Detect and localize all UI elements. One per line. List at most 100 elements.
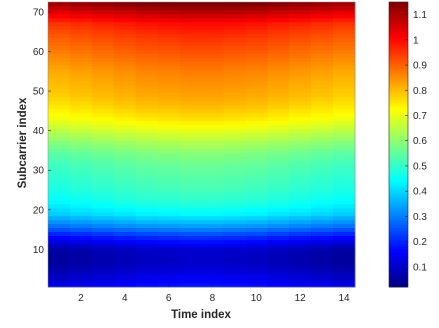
heatmap-cell bbox=[311, 279, 334, 284]
heatmap-cell bbox=[179, 160, 202, 165]
heatmap-cell bbox=[267, 45, 290, 50]
heatmap-cell bbox=[48, 172, 71, 177]
heatmap-cell bbox=[69, 259, 93, 264]
heatmap-cell bbox=[91, 195, 115, 201]
heatmap-cell bbox=[179, 112, 202, 118]
heatmap-cell bbox=[289, 49, 312, 54]
heatmap-cell bbox=[157, 227, 180, 232]
heatmap-cell bbox=[91, 73, 115, 78]
colorbar-segment bbox=[389, 230, 408, 233]
heatmap-cell bbox=[113, 9, 137, 15]
heatmap-cell bbox=[245, 49, 268, 54]
heatmap-cell bbox=[179, 5, 202, 11]
heatmap-cell bbox=[267, 81, 290, 86]
heatmap-cell bbox=[311, 255, 334, 260]
heatmap-cell bbox=[179, 243, 202, 248]
heatmap-cell bbox=[69, 168, 93, 173]
heatmap-cell bbox=[157, 136, 180, 141]
heatmap-cell bbox=[333, 120, 356, 126]
heatmap-cell bbox=[267, 259, 290, 264]
heatmap-cell bbox=[69, 263, 93, 268]
heatmap-cell bbox=[267, 124, 290, 130]
heatmap-cell bbox=[69, 57, 93, 62]
heatmap-cell bbox=[91, 17, 115, 23]
heatmap-cell bbox=[48, 13, 71, 19]
heatmap-cell bbox=[267, 271, 290, 276]
heatmap-cell bbox=[223, 81, 246, 86]
heatmap-cell bbox=[157, 45, 180, 50]
heatmap-cell bbox=[223, 263, 246, 268]
heatmap-cell bbox=[245, 267, 268, 272]
heatmap-cell bbox=[223, 164, 246, 169]
heatmap-cell bbox=[113, 247, 137, 252]
heatmap-cell bbox=[69, 45, 93, 50]
heatmap-cell bbox=[245, 235, 268, 240]
colorbar-segment bbox=[389, 63, 408, 67]
heatmap-cell bbox=[157, 21, 180, 27]
heatmap-cell bbox=[201, 195, 224, 201]
heatmap-cell bbox=[157, 25, 180, 31]
heatmap-cell bbox=[267, 33, 290, 39]
heatmap-cell bbox=[157, 108, 180, 114]
heatmap-cell bbox=[201, 9, 224, 15]
heatmap-cell bbox=[201, 120, 224, 126]
heatmap-cell bbox=[201, 156, 224, 161]
colorbar bbox=[389, 2, 408, 288]
heatmap-cell bbox=[179, 136, 202, 141]
heatmap-cell bbox=[157, 219, 180, 225]
heatmap-cell bbox=[157, 124, 180, 130]
heatmap-cell bbox=[223, 195, 246, 201]
heatmap-cell bbox=[267, 275, 290, 280]
heatmap-cell bbox=[113, 17, 137, 23]
heatmap-cell bbox=[69, 211, 93, 217]
heatmap-cell bbox=[267, 144, 290, 149]
colorbar-segment bbox=[389, 130, 408, 134]
heatmap-cell bbox=[201, 279, 224, 284]
heatmap-cell bbox=[48, 227, 71, 232]
heatmap-cell bbox=[113, 13, 137, 19]
heatmap-cell bbox=[135, 168, 159, 173]
colorbar-segment bbox=[389, 116, 408, 119]
heatmap-cell bbox=[48, 25, 71, 31]
colorbar-segment bbox=[389, 118, 408, 122]
heatmap-cell bbox=[69, 53, 93, 58]
heatmap-cell bbox=[179, 29, 202, 35]
heatmap-cell bbox=[135, 100, 159, 106]
heatmap-cell bbox=[267, 132, 290, 137]
heatmap-cell bbox=[311, 283, 334, 288]
heatmap-cell bbox=[289, 140, 312, 145]
heatmap-cell bbox=[201, 267, 224, 272]
heatmap-cell bbox=[179, 207, 202, 213]
heatmap-cell bbox=[69, 77, 93, 82]
heatmap-cell bbox=[157, 279, 180, 284]
heatmap-cell bbox=[69, 203, 93, 209]
heatmap-cell bbox=[69, 93, 93, 98]
heatmap-cell bbox=[69, 112, 93, 118]
heatmap-cell bbox=[179, 263, 202, 268]
heatmap-cell bbox=[157, 168, 180, 173]
colorbar-tick-label: 0.2 bbox=[413, 237, 427, 248]
heatmap-cell bbox=[135, 17, 159, 23]
heatmap-cell bbox=[69, 25, 93, 31]
heatmap-cell bbox=[267, 21, 290, 27]
heatmap-cell bbox=[157, 156, 180, 161]
heatmap-cell bbox=[135, 279, 159, 284]
y-tick-label: 20 bbox=[33, 205, 45, 216]
heatmap-cell bbox=[223, 69, 246, 74]
heatmap-cell bbox=[135, 239, 159, 244]
heatmap-cell bbox=[245, 61, 268, 66]
heatmap-cell bbox=[311, 267, 334, 272]
x-tick-label: 6 bbox=[166, 293, 172, 304]
heatmap-cell bbox=[69, 207, 93, 213]
heatmap-cell bbox=[69, 100, 93, 106]
colorbar-segment bbox=[389, 42, 408, 46]
heatmap-cell bbox=[69, 199, 93, 205]
colorbar-segment bbox=[389, 2, 408, 5]
heatmap-cell bbox=[289, 259, 312, 264]
heatmap-cell bbox=[157, 29, 180, 35]
heatmap-cell bbox=[48, 73, 71, 78]
heatmap-cell bbox=[201, 263, 224, 268]
heatmap-cell bbox=[113, 81, 137, 86]
heatmap-cell bbox=[311, 136, 334, 141]
heatmap-cell bbox=[157, 207, 180, 213]
